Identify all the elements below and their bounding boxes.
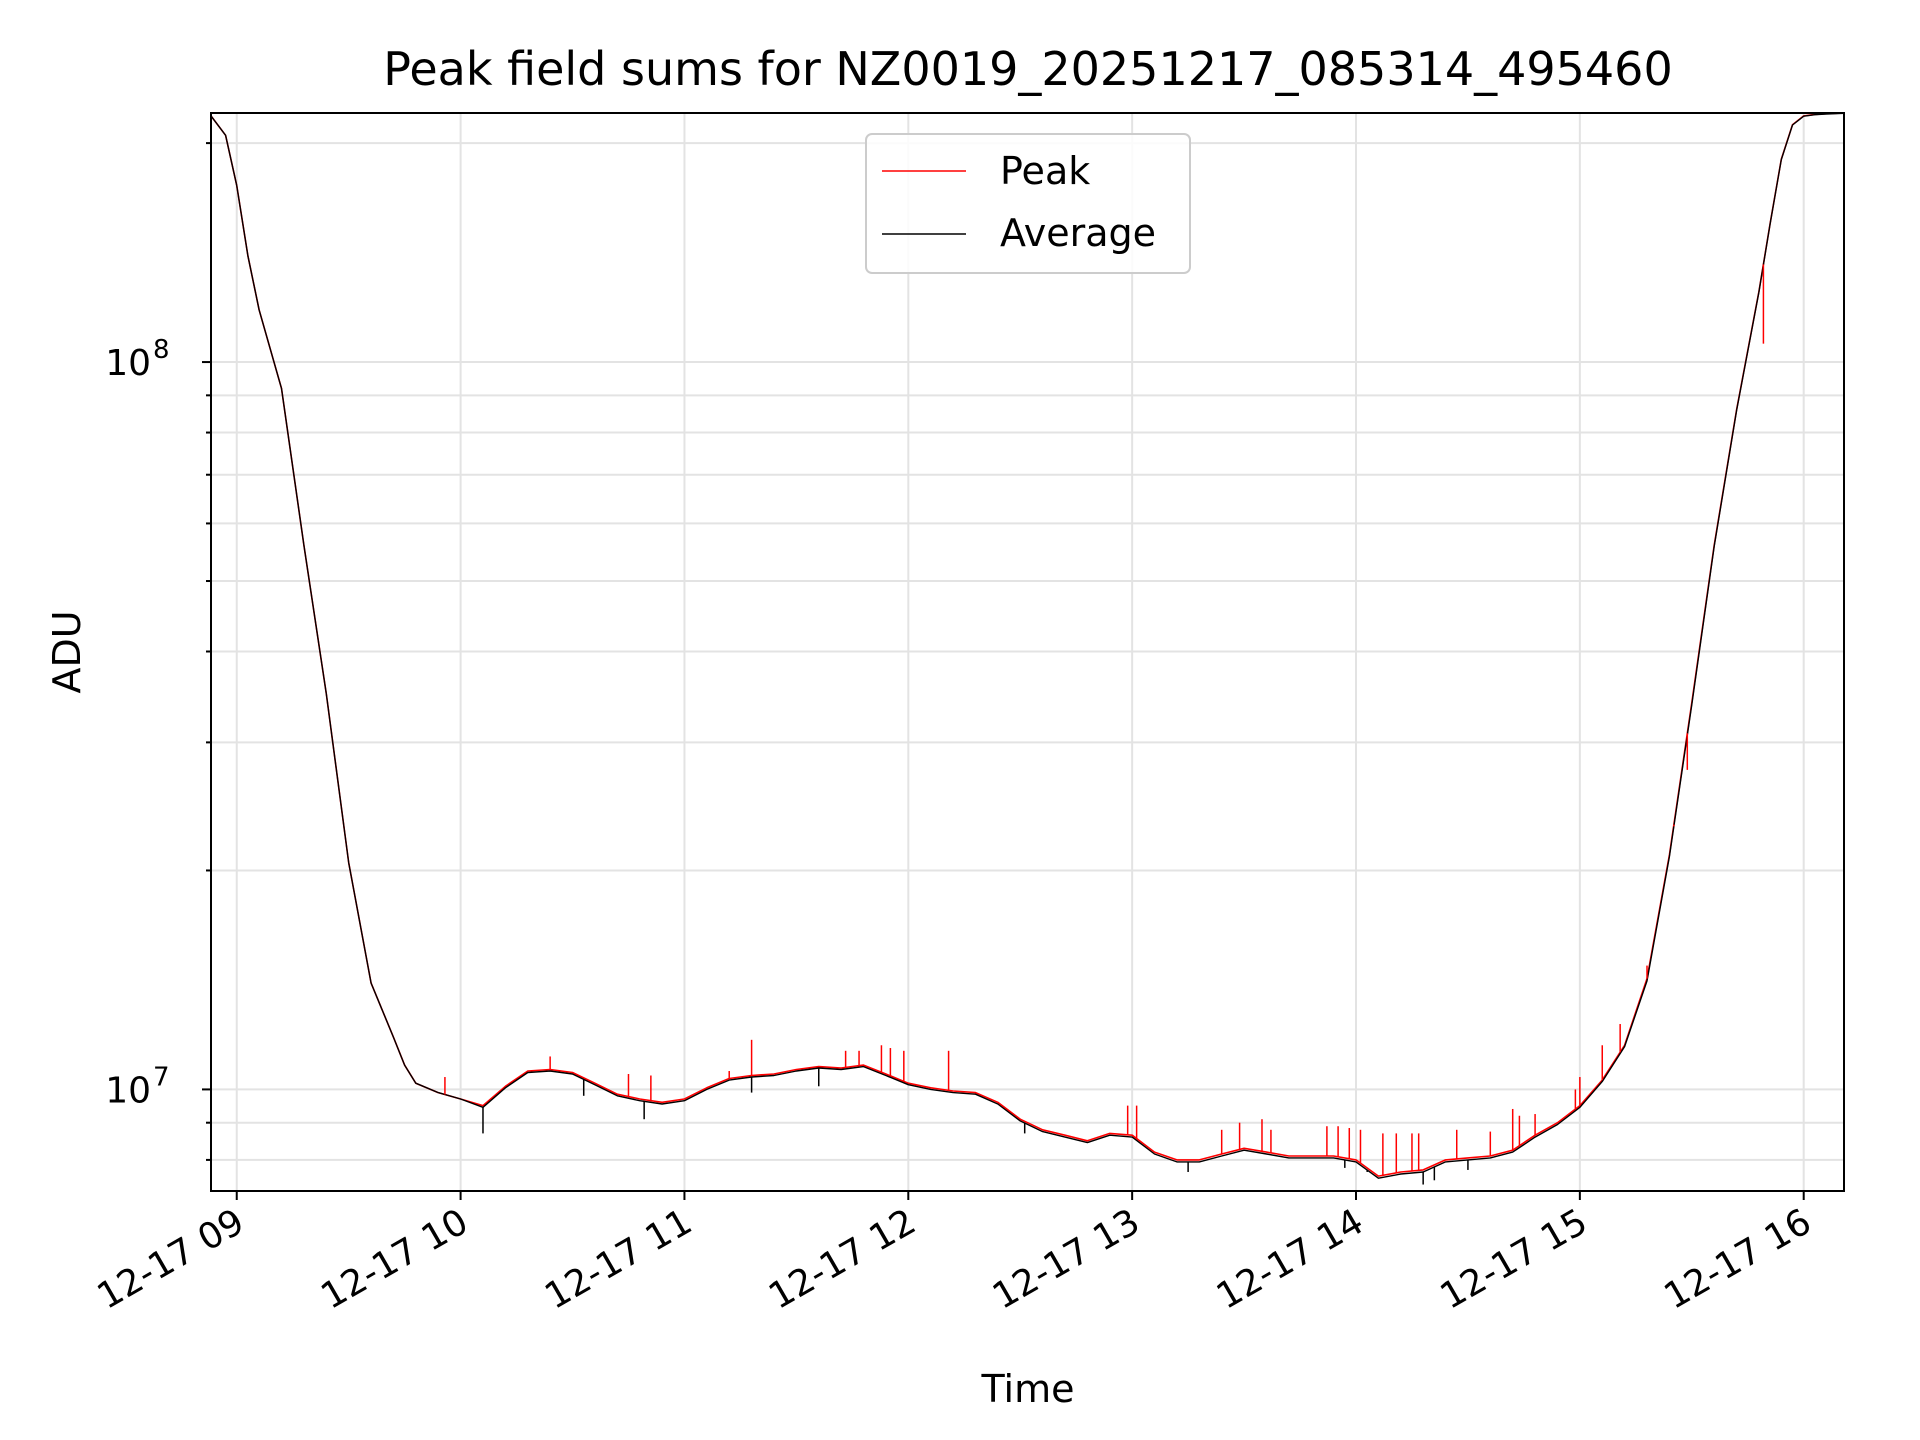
y-tick-label: 10	[105, 343, 151, 384]
y-tick-exponent: 7	[153, 1062, 170, 1092]
series-line-average	[210, 112, 1845, 1179]
y-tick-label: 10	[105, 1070, 151, 1111]
plot-series	[210, 112, 1845, 1185]
legend-box	[865, 133, 1191, 274]
chart-title: Peak field sums for NZ0019_20251217_0853…	[383, 42, 1672, 96]
x-axis-label: Time	[981, 1367, 1075, 1411]
y-axis-label: ADU	[45, 610, 89, 693]
legend-peak-label: Peak	[1000, 149, 1090, 193]
legend-average-label: Average	[1000, 211, 1156, 255]
legend: Peak Average	[865, 133, 1191, 274]
y-tick-exponent: 8	[153, 335, 170, 365]
